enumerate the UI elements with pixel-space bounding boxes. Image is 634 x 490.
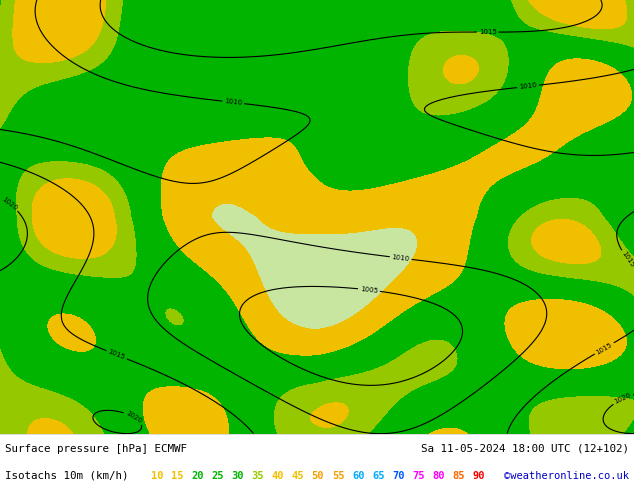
Text: 70: 70: [392, 471, 404, 481]
Text: 15: 15: [171, 471, 184, 481]
Text: 1020: 1020: [1, 196, 18, 212]
Text: 1020: 1020: [614, 392, 632, 405]
Text: Surface pressure [hPa] ECMWF: Surface pressure [hPa] ECMWF: [5, 444, 187, 454]
Text: 90: 90: [472, 471, 485, 481]
Text: 80: 80: [432, 471, 444, 481]
Text: 20: 20: [191, 471, 204, 481]
Text: 60: 60: [352, 471, 365, 481]
Text: 1010: 1010: [224, 98, 243, 106]
Text: 50: 50: [312, 471, 324, 481]
Text: 25: 25: [211, 471, 224, 481]
Text: 55: 55: [332, 471, 344, 481]
Text: 65: 65: [372, 471, 384, 481]
Text: 85: 85: [452, 471, 465, 481]
Text: 10: 10: [151, 471, 164, 481]
Text: 1015: 1015: [620, 250, 634, 269]
Text: 1015: 1015: [595, 341, 614, 355]
Text: 30: 30: [231, 471, 244, 481]
Text: 1010: 1010: [519, 82, 537, 90]
Text: 40: 40: [271, 471, 284, 481]
Text: 1005: 1005: [359, 286, 378, 294]
Text: 1015: 1015: [107, 349, 126, 361]
Text: 1010: 1010: [391, 254, 410, 262]
Text: 1015: 1015: [479, 29, 496, 35]
Text: 1020: 1020: [124, 410, 143, 425]
Text: 75: 75: [412, 471, 425, 481]
Text: Sa 11-05-2024 18:00 UTC (12+102): Sa 11-05-2024 18:00 UTC (12+102): [421, 444, 629, 454]
Text: Isotachs 10m (km/h): Isotachs 10m (km/h): [5, 471, 129, 481]
Text: ©weatheronline.co.uk: ©weatheronline.co.uk: [504, 471, 629, 481]
Text: 35: 35: [252, 471, 264, 481]
Text: 45: 45: [292, 471, 304, 481]
